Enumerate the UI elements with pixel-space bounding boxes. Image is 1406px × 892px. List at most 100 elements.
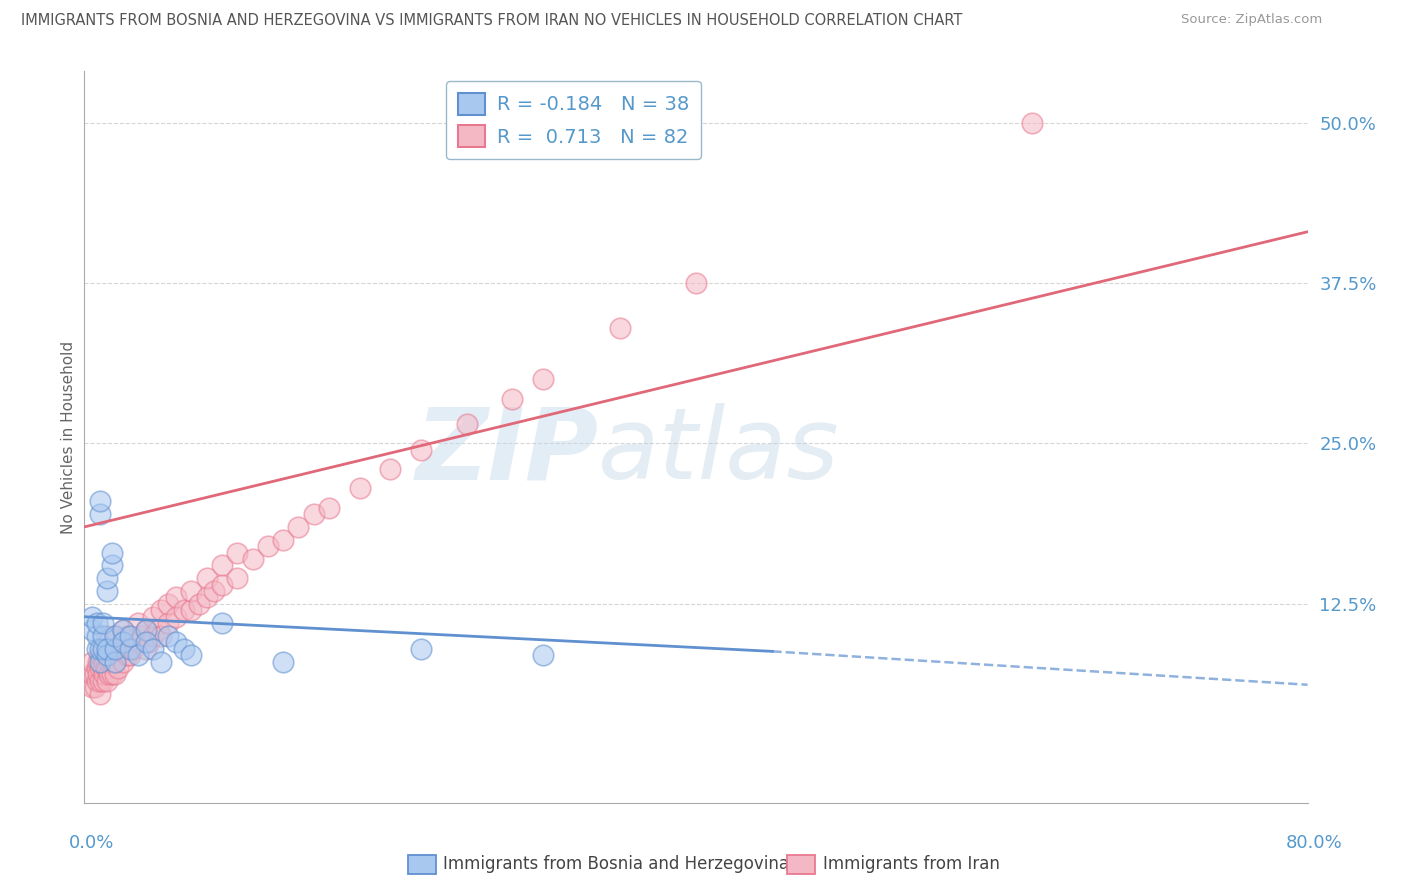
Point <box>96 648 118 663</box>
Point <box>127 648 149 663</box>
Point <box>180 648 202 663</box>
Point <box>456 417 478 432</box>
Point <box>104 667 127 681</box>
Text: ZIP: ZIP <box>415 403 598 500</box>
Point <box>195 571 218 585</box>
Point <box>149 655 172 669</box>
Point <box>87 667 110 681</box>
Point <box>180 584 202 599</box>
Point <box>142 641 165 656</box>
Point <box>89 687 111 701</box>
Point <box>89 641 111 656</box>
Point <box>89 661 111 675</box>
Point <box>380 462 402 476</box>
Y-axis label: No Vehicles in Household: No Vehicles in Household <box>60 341 76 533</box>
Point <box>89 655 111 669</box>
Point <box>173 641 195 656</box>
Point <box>91 661 114 675</box>
Point <box>94 661 117 675</box>
Text: atlas: atlas <box>598 403 839 500</box>
Point <box>685 276 707 290</box>
Point <box>96 571 118 585</box>
Point <box>1021 116 1043 130</box>
Point <box>173 603 195 617</box>
Point <box>349 482 371 496</box>
Point <box>93 655 115 669</box>
Text: Immigrants from Bosnia and Herzegovina: Immigrants from Bosnia and Herzegovina <box>443 855 789 873</box>
Point <box>87 655 110 669</box>
Point <box>302 507 325 521</box>
Point <box>89 673 111 688</box>
Point <box>89 648 111 663</box>
Point <box>111 635 134 649</box>
Point <box>80 609 103 624</box>
Point <box>226 571 249 585</box>
Point <box>97 667 120 681</box>
Point <box>84 681 107 695</box>
Point <box>409 442 432 457</box>
Text: IMMIGRANTS FROM BOSNIA AND HERZEGOVINA VS IMMIGRANTS FROM IRAN NO VEHICLES IN HO: IMMIGRANTS FROM BOSNIA AND HERZEGOVINA V… <box>21 13 963 29</box>
Point <box>104 629 127 643</box>
Point <box>120 629 142 643</box>
Text: Source: ZipAtlas.com: Source: ZipAtlas.com <box>1181 13 1322 27</box>
Point <box>91 673 114 688</box>
Point <box>165 591 187 605</box>
Point <box>101 641 124 656</box>
Point <box>89 507 111 521</box>
Point <box>127 635 149 649</box>
Point <box>211 616 233 631</box>
Point <box>104 629 127 643</box>
Point <box>86 641 108 656</box>
Point <box>120 629 142 643</box>
Point <box>127 616 149 631</box>
Point <box>149 603 172 617</box>
Point <box>138 635 160 649</box>
Point <box>101 655 124 669</box>
Point <box>202 584 225 599</box>
Point <box>165 635 187 649</box>
Point <box>609 321 631 335</box>
Point <box>80 667 103 681</box>
Point <box>531 372 554 386</box>
Point <box>142 609 165 624</box>
Point <box>257 539 280 553</box>
Point <box>142 629 165 643</box>
Point <box>115 629 138 643</box>
Point <box>101 558 124 573</box>
Point <box>80 655 103 669</box>
Point <box>165 609 187 624</box>
Point <box>149 629 172 643</box>
Point <box>188 597 211 611</box>
Point <box>120 648 142 663</box>
Point <box>122 641 145 656</box>
Point <box>146 623 169 637</box>
Point <box>242 552 264 566</box>
Text: Immigrants from Iran: Immigrants from Iran <box>823 855 1000 873</box>
Point <box>86 629 108 643</box>
Text: 0.0%: 0.0% <box>69 834 114 852</box>
Point <box>101 545 124 559</box>
Point <box>111 623 134 637</box>
Text: 80.0%: 80.0% <box>1286 834 1343 852</box>
Point <box>531 648 554 663</box>
Point <box>86 616 108 631</box>
Point <box>80 681 103 695</box>
Point <box>86 673 108 688</box>
Point <box>104 641 127 656</box>
Point <box>93 667 115 681</box>
Point <box>180 603 202 617</box>
Point <box>101 667 124 681</box>
Point <box>104 655 127 669</box>
Point <box>287 520 309 534</box>
Point <box>107 641 129 656</box>
Point <box>104 655 127 669</box>
Point <box>157 616 180 631</box>
Point <box>91 616 114 631</box>
Point <box>91 629 114 643</box>
Point <box>89 494 111 508</box>
Point <box>111 655 134 669</box>
Point <box>111 641 134 656</box>
Point <box>96 661 118 675</box>
Point <box>318 500 340 515</box>
Point <box>211 577 233 591</box>
